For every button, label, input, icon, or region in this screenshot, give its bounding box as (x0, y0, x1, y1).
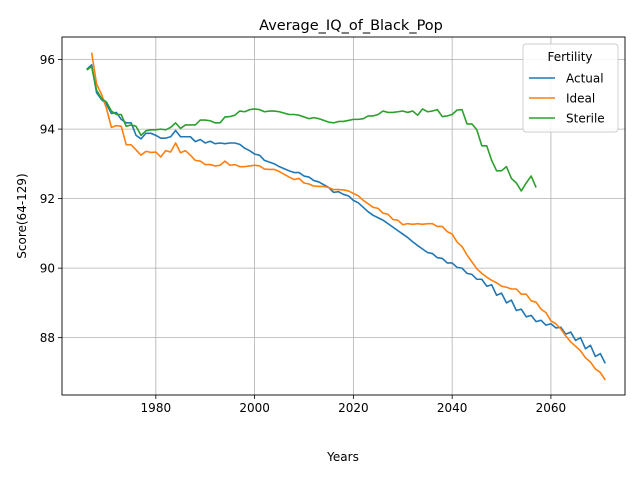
series-line-ideal (90, 52, 606, 381)
x-tick-label: 2040 (437, 401, 468, 415)
series-line-actual (86, 64, 606, 364)
x-axis-label: Years (326, 450, 359, 464)
y-tick-label: 88 (40, 331, 55, 345)
x-tick-label: 2060 (536, 401, 567, 415)
x-tick-label: 2020 (338, 401, 369, 415)
legend-box (522, 43, 619, 133)
series-lines (86, 52, 606, 381)
y-tick-label: 92 (40, 192, 55, 206)
y-tick-label: 96 (40, 53, 55, 67)
series-line-sterile (86, 65, 537, 192)
x-tick-label: 2000 (239, 401, 270, 415)
x-tick-label: 1980 (141, 401, 172, 415)
legend: Fertility Actual Ideal Sterile (522, 43, 619, 133)
chart-title: Average_IQ_of_Black_Pop (259, 18, 443, 34)
axis-ticks: 1980 2000 2020 2040 2060 88 90 92 94 96 (40, 53, 566, 415)
legend-label-ideal: Ideal (566, 92, 595, 106)
y-axis-label: Score(64-129) (15, 173, 29, 258)
legend-label-actual: Actual (566, 72, 604, 86)
legend-entries: Actual Ideal Sterile (529, 72, 605, 126)
legend-label-sterile: Sterile (566, 112, 605, 126)
legend-title: Fertility (547, 50, 592, 64)
y-tick-label: 94 (40, 123, 55, 137)
plot-frame (61, 36, 626, 396)
y-tick-label: 90 (40, 262, 55, 276)
